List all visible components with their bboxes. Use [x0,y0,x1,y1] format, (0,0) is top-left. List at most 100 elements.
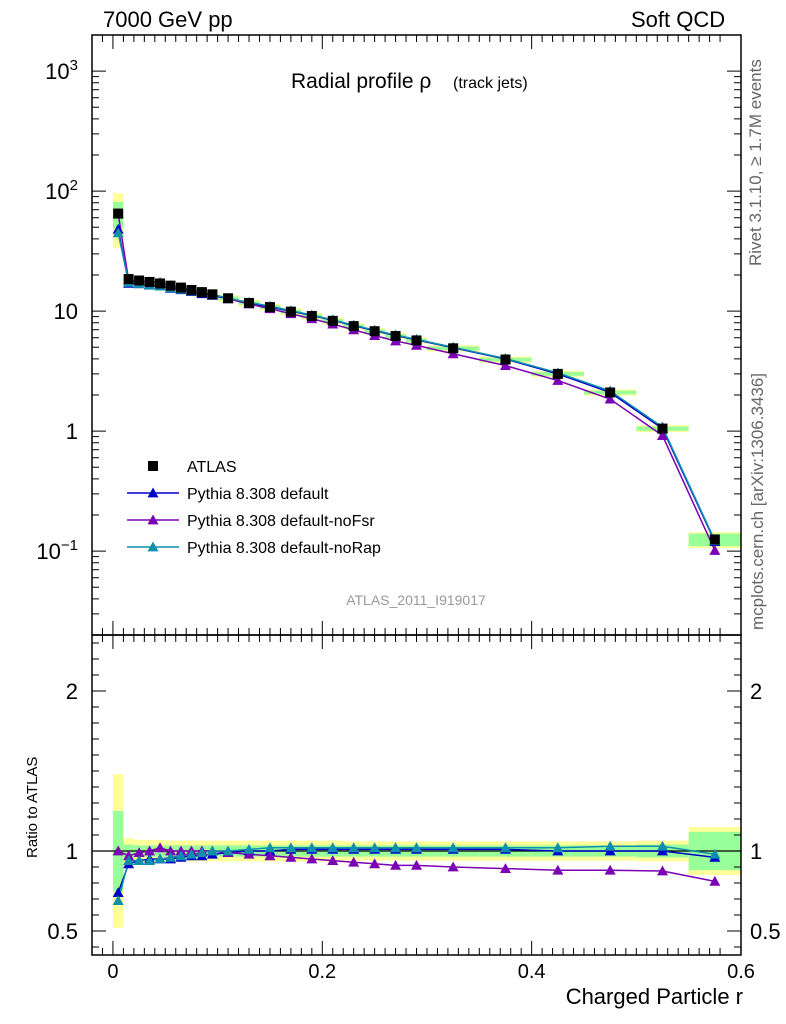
y-tick-label: 102 [45,177,78,204]
point-atlas [709,534,720,545]
point-nofsr [709,544,721,555]
ratio-point-norap [243,843,255,854]
ratio-point-norap [327,842,339,853]
x-tick-label: 0.2 [308,961,336,983]
legend: ATLAS Pythia 8.308 default Pythia 8.308 de… [127,459,381,557]
ratio-point-norap [411,842,422,853]
point-nofsr [656,430,668,440]
x-tick-label: 0.6 [727,961,755,983]
ratio-point-norap [390,842,402,853]
point-atlas [186,284,197,295]
point-atlas [144,276,155,287]
ratio-point-nofsr [133,847,145,857]
ratio-point-nofsr [499,863,511,873]
ratio-point-nofsr [656,865,668,876]
ratio-tick-label-right: 0.5 [750,919,781,944]
ratio-point-nofsr [285,851,297,862]
ratio-point-nofsr [348,856,360,867]
chart-title: Radial profile ρ [291,70,431,93]
point-nofsr [552,375,564,385]
ratio-point-nofsr [264,850,276,861]
y-tick-label: 10 [54,299,78,324]
point-atlas [411,335,422,346]
ratio-tick-label: 0.5 [47,919,78,944]
ratio-point-nofsr [552,864,564,875]
legend-entry-label: Pythia 8.308 default-noRap [187,540,381,557]
ratio-point-nofsr [604,864,616,875]
ratio-point-nofsr [709,875,721,886]
ratio-tick-label-right: 2 [750,679,762,704]
ratio-point-nofsr [369,858,381,869]
point-atlas [244,297,255,308]
y-tick-label: 1 [66,419,78,444]
ratio-point-norap [348,842,360,853]
x-tick-label: 0.4 [518,961,546,983]
ratio-point-norap [306,842,318,853]
point-atlas [196,287,207,298]
point-atlas [348,321,359,332]
point-atlas [306,311,317,322]
ratio-point-norap [369,842,381,853]
chart-title-suffix: (track jets) [453,75,528,92]
point-atlas [134,275,145,286]
ratio-point-norap [264,842,276,853]
point-atlas [327,315,338,326]
ratio-tick-label: 1 [66,839,78,864]
ratio-y-axis-label: Ratio to ATLAS [24,757,41,858]
ratio-point-nofsr [154,842,166,853]
ratio-point-norap [656,840,668,851]
ratio-point-norap [165,851,177,862]
point-atlas [155,278,166,289]
ratio-point-norap [175,850,187,861]
ratio-point-norap [185,848,197,859]
point-atlas [113,208,124,219]
legend-entry-label: Pythia 8.308 default [187,486,329,503]
ratio-point-nofsr [447,861,459,872]
x-tick-label: 0 [107,961,118,983]
ratio-point-nofsr [390,859,402,870]
ratio-tick-label-right: 1 [750,839,762,864]
point-atlas [657,423,668,434]
legend-marker-default [147,487,159,498]
ratio-point-norap [112,895,124,905]
ratio-point-nofsr [306,853,318,864]
ratio-point-norap [133,855,145,865]
ratio-point-norap [123,855,135,865]
ratio-point-norap [144,855,156,865]
ratio-panel-frame [91,634,742,956]
point-atlas [123,274,134,285]
ratio-panel-markers [112,840,721,905]
point-atlas [605,387,616,398]
point-norap [112,227,124,238]
ratio-point-norap [447,842,459,853]
legend-marker-norap [147,541,159,552]
x-axis-label: Charged Particle r [566,984,743,1009]
ratio-point-norap [499,842,511,853]
ratio-point-nofsr [327,855,339,865]
main-panel-markers [112,208,721,555]
ratio-point-norap [552,842,564,853]
y-tick-label: 10−1 [36,537,78,564]
point-atlas [264,302,275,313]
point-atlas [448,343,459,354]
legend-entry-label: ATLAS [187,459,237,476]
ratio-point-default [112,887,124,897]
ratio-point-nofsr [112,845,124,856]
point-atlas [223,293,234,304]
legend-marker-atlas [148,461,158,471]
axes: 10−1 1 10 102 103 0 0.2 0.4 0.6 0.5 0.5 1 1 2 2 [36,34,781,983]
point-atlas [369,326,380,337]
ratio-point-norap [709,848,721,859]
point-atlas [165,280,176,291]
point-atlas [285,306,296,317]
point-atlas [207,289,218,300]
legend-entry-label: Pythia 8.308 default-noFsr [187,513,375,530]
ratio-point-nofsr [411,859,422,870]
ratio-point-norap [604,840,616,851]
point-atlas [552,368,563,379]
ratio-point-norap [206,845,218,856]
ratio-point-norap [285,842,297,853]
header-category-label: Soft QCD [631,7,726,32]
legend-marker-nofsr [147,514,159,525]
